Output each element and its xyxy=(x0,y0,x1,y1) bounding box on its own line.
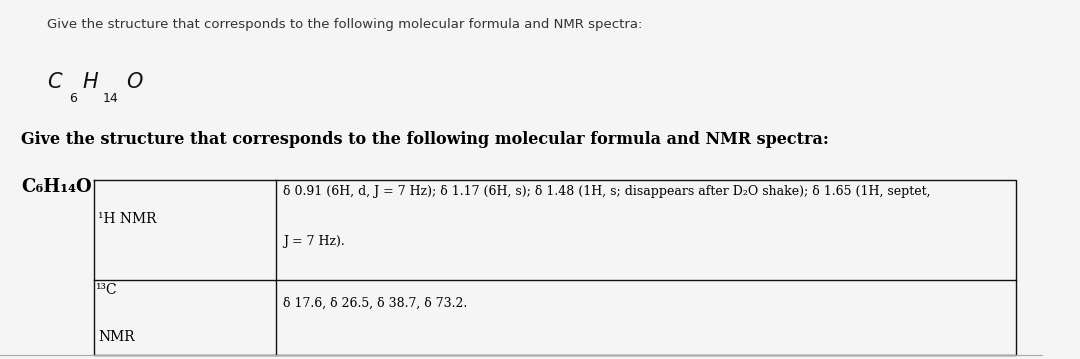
Text: 14: 14 xyxy=(104,92,119,104)
Text: ¹³C: ¹³C xyxy=(96,283,118,297)
Text: ¹H NMR: ¹H NMR xyxy=(98,212,157,226)
Text: δ 0.91 (6H, d, J = 7 Hz); δ 1.17 (6H, s); δ 1.48 (1H, s; disappears after D₂O sh: δ 0.91 (6H, d, J = 7 Hz); δ 1.17 (6H, s)… xyxy=(283,185,931,198)
Text: O: O xyxy=(126,72,143,92)
Text: 6: 6 xyxy=(69,92,77,104)
Text: Give the structure that corresponds to the following molecular formula and NMR s: Give the structure that corresponds to t… xyxy=(46,18,643,31)
Text: J = 7 Hz).: J = 7 Hz). xyxy=(283,235,346,248)
Text: Give the structure that corresponds to the following molecular formula and NMR s: Give the structure that corresponds to t… xyxy=(21,131,828,148)
Text: NMR: NMR xyxy=(98,330,135,344)
Text: C₆H₁₄O: C₆H₁₄O xyxy=(21,178,92,196)
Text: C: C xyxy=(46,72,62,92)
Text: H: H xyxy=(82,72,98,92)
Text: δ 17.6, δ 26.5, δ 38.7, δ 73.2.: δ 17.6, δ 26.5, δ 38.7, δ 73.2. xyxy=(283,297,468,310)
